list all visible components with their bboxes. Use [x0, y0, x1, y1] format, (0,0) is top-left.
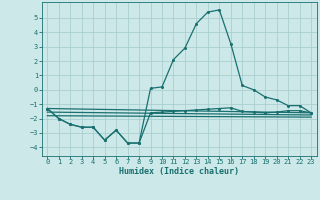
X-axis label: Humidex (Indice chaleur): Humidex (Indice chaleur) — [119, 167, 239, 176]
